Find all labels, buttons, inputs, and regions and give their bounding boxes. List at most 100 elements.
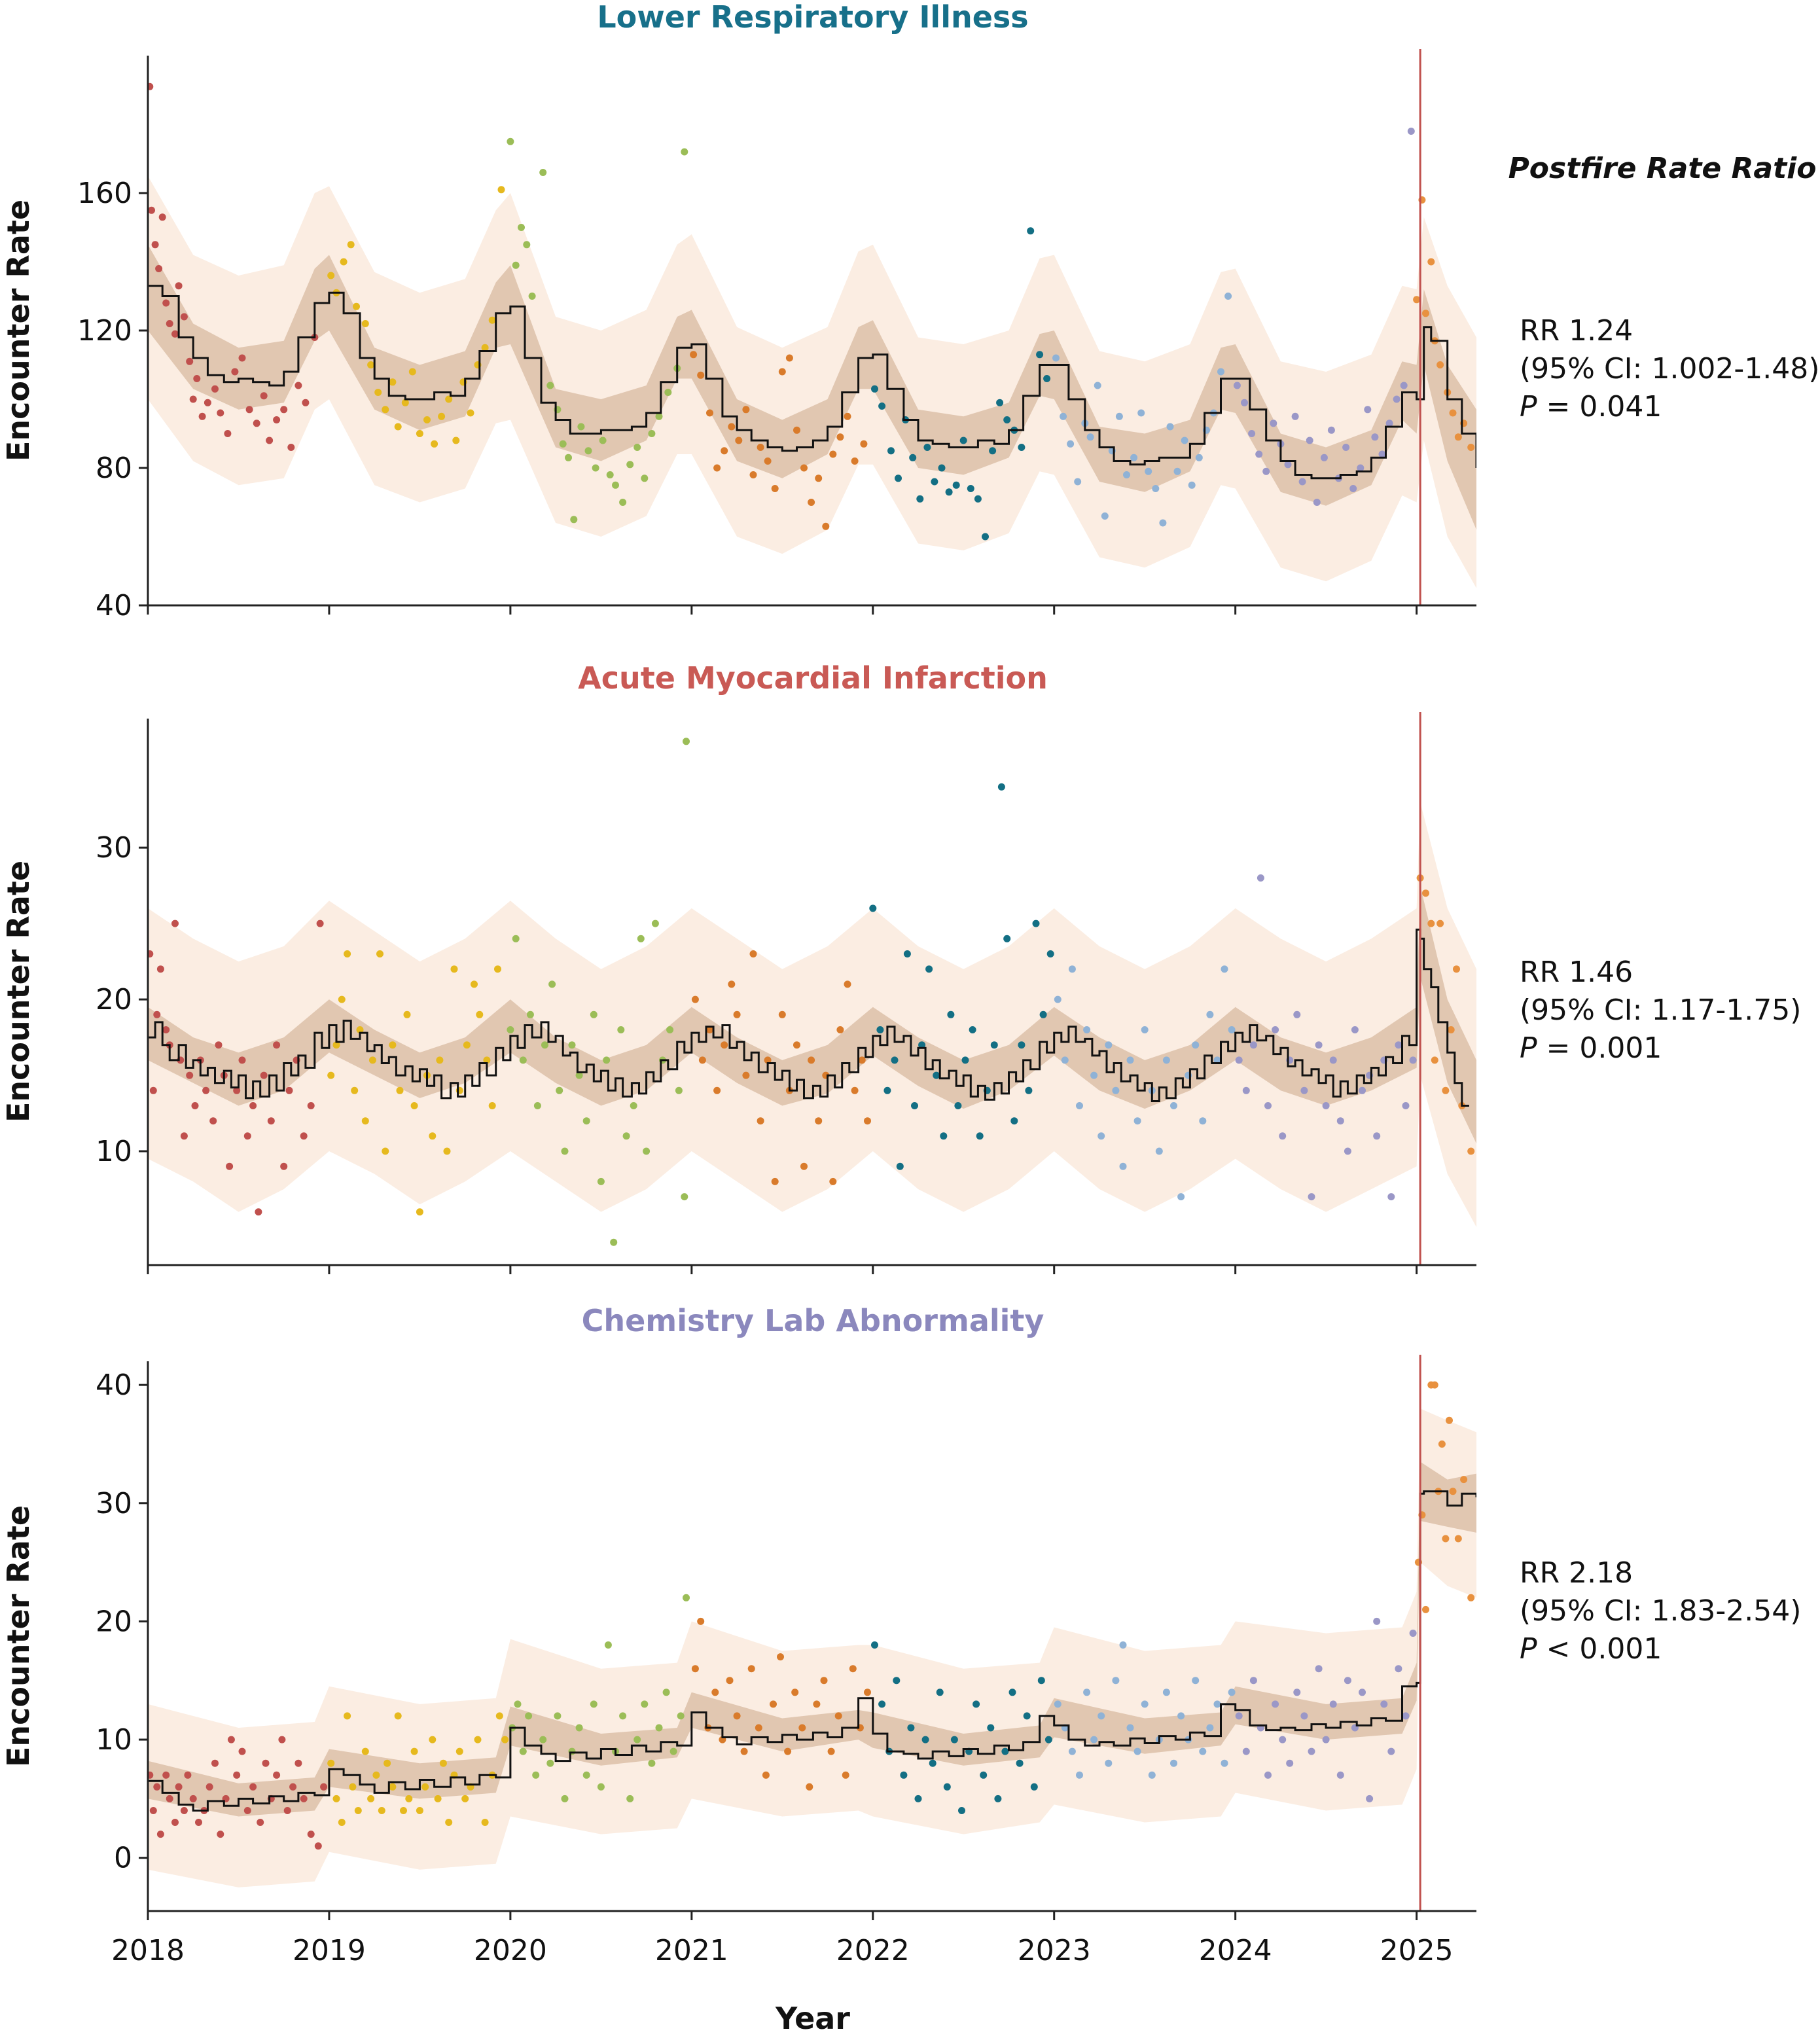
data-point <box>864 1689 871 1696</box>
data-point <box>806 1783 813 1791</box>
data-point <box>344 1712 351 1720</box>
data-point <box>148 950 154 957</box>
data-point <box>180 1807 188 1814</box>
data-point <box>514 1700 522 1708</box>
data-point <box>434 1795 442 1802</box>
data-point <box>612 481 619 489</box>
data-point <box>1195 454 1203 461</box>
data-point <box>1008 1689 1016 1696</box>
data-point <box>166 320 173 327</box>
data-point <box>1046 950 1054 957</box>
data-point <box>666 1026 674 1033</box>
data-point <box>1344 1677 1351 1685</box>
data-point <box>1141 1700 1149 1708</box>
data-point <box>619 1712 627 1720</box>
data-point <box>519 1747 527 1755</box>
data-point <box>1438 1440 1446 1448</box>
data-point <box>1115 412 1123 420</box>
data-point <box>834 1712 842 1720</box>
data-point <box>533 1102 541 1109</box>
data-point <box>148 1771 154 1779</box>
data-point <box>1373 1617 1381 1625</box>
y-tick-label: 40 <box>96 1368 132 1402</box>
data-point <box>633 1736 641 1743</box>
data-point <box>1447 1026 1455 1033</box>
data-point <box>327 1071 335 1079</box>
data-point <box>1148 1771 1156 1779</box>
data-point <box>706 1026 713 1033</box>
data-point <box>1436 361 1444 368</box>
data-point <box>1315 1041 1323 1049</box>
data-point <box>525 1712 533 1720</box>
data-point <box>384 1759 391 1767</box>
data-point <box>374 389 382 396</box>
data-point <box>1032 920 1040 927</box>
x-tick-label: 2022 <box>836 1934 910 1967</box>
rr-value: RR 1.24 <box>1520 314 1633 348</box>
data-point <box>1224 293 1232 300</box>
data-point <box>1076 1771 1083 1779</box>
data-point <box>648 430 656 437</box>
data-point <box>683 1594 690 1601</box>
rr-p-value: P = 0.041 <box>1520 390 1662 423</box>
data-point <box>416 430 423 437</box>
data-point <box>907 1724 915 1732</box>
data-point <box>677 1712 685 1720</box>
data-point <box>895 474 902 482</box>
data-point <box>186 357 194 365</box>
y-tick-label: 80 <box>96 452 132 485</box>
data-point <box>1133 1117 1141 1125</box>
data-point <box>158 213 166 221</box>
data-point <box>815 474 823 482</box>
data-point <box>204 399 211 406</box>
data-point <box>778 368 786 376</box>
panel-2: 10 20 30 Acute Myocardial Infarction Encount… <box>1 660 1801 1274</box>
data-point <box>622 1132 630 1140</box>
data-point <box>869 904 877 912</box>
data-point <box>1166 423 1174 431</box>
panel-1: 40 80 120 160 Lower Respiratory Illness Encou… <box>1 0 1819 622</box>
data-point <box>1431 1056 1438 1064</box>
data-point <box>436 1056 444 1064</box>
data-point <box>1262 467 1270 475</box>
data-point <box>1188 481 1196 489</box>
data-point <box>238 1056 246 1064</box>
data-point <box>989 447 997 455</box>
data-point <box>1255 450 1263 458</box>
y-axis-label: Encounter Rate <box>1 861 36 1122</box>
data-point <box>655 1724 663 1732</box>
data-point <box>1090 1736 1098 1743</box>
data-point <box>896 1162 904 1170</box>
data-point <box>189 1795 197 1802</box>
p-symbol: P <box>1520 390 1537 423</box>
data-point <box>630 1102 637 1109</box>
data-point <box>443 1147 451 1155</box>
data-point <box>327 272 335 279</box>
data-point <box>162 1771 170 1779</box>
data-point <box>1105 1759 1113 1767</box>
data-point <box>871 385 878 393</box>
data-point <box>690 351 698 359</box>
data-point <box>933 1071 940 1079</box>
data-point <box>546 382 554 389</box>
data-point <box>969 1026 976 1033</box>
data-point <box>1228 1026 1236 1033</box>
data-point <box>1061 1056 1069 1064</box>
data-point <box>1454 1535 1462 1543</box>
data-point <box>1112 1086 1120 1094</box>
data-point <box>541 1041 548 1049</box>
data-point <box>1192 1677 1200 1685</box>
data-point <box>410 1102 418 1109</box>
data-point <box>822 522 830 530</box>
data-point <box>1395 1665 1402 1673</box>
data-point <box>405 1795 413 1802</box>
data-point <box>778 1010 786 1018</box>
data-point <box>1378 450 1386 458</box>
data-point <box>175 282 183 290</box>
data-point <box>1371 433 1379 441</box>
data-point <box>813 1700 821 1708</box>
data-point <box>626 1795 634 1802</box>
data-point <box>626 461 634 469</box>
x-tick-label: 2021 <box>655 1934 728 1967</box>
data-point <box>747 1665 755 1673</box>
